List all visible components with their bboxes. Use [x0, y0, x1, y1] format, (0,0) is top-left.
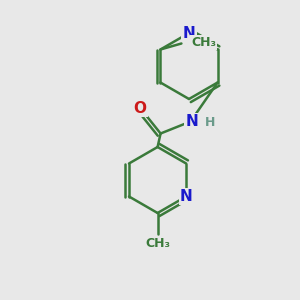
Text: CH₃: CH₃	[191, 35, 216, 49]
Text: CH₃: CH₃	[145, 236, 170, 250]
Text: H: H	[205, 116, 215, 130]
Text: N: N	[180, 189, 193, 204]
Text: O: O	[134, 101, 147, 116]
Text: N: N	[186, 114, 199, 129]
Text: N: N	[183, 26, 195, 40]
